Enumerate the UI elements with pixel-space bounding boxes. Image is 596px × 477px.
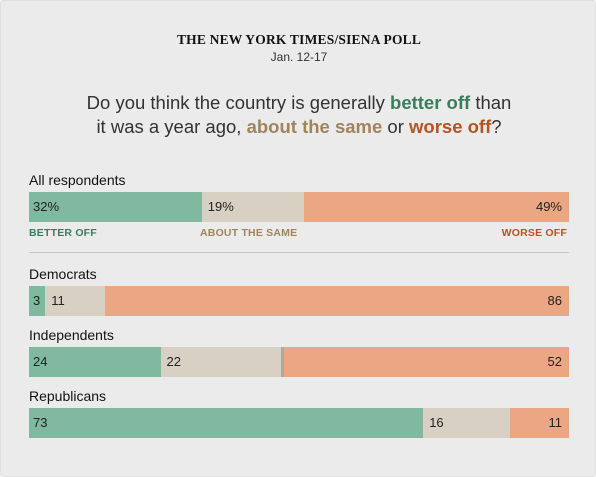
value-label-same: 22 (166, 354, 181, 369)
value-label-better: 73 (33, 415, 48, 430)
group-label: Democrats (29, 266, 97, 282)
question-better-off: better off (390, 92, 471, 113)
value-label-better: 32% (33, 199, 60, 214)
value-label-worse: 86 (547, 293, 562, 308)
bar-segment-same (160, 347, 282, 377)
group-label: All respondents (29, 172, 126, 188)
bar-segment-better (29, 408, 424, 438)
bar-row: 24 22 52 (29, 347, 569, 377)
bar-segment-same (423, 408, 510, 438)
bar-row: 73 16 11 (29, 408, 569, 438)
question-text: ? (491, 116, 502, 137)
question-text: or (382, 116, 410, 137)
legend-better-off: BETTER OFF (29, 227, 97, 239)
bar-segment-worse (509, 408, 569, 438)
bar-segment-better (29, 192, 202, 222)
value-label-better: 3 (33, 293, 41, 308)
legend-worse-off: WORSE OFF (501, 227, 567, 239)
value-label-same: 16 (429, 415, 444, 430)
group-label: Republicans (29, 388, 107, 404)
value-label-same: 11 (51, 293, 65, 308)
group-label: Independents (29, 327, 114, 343)
bar-segment-worse (304, 192, 569, 222)
bar-row: 3 11 86 (29, 286, 569, 316)
legend-about-same: ABOUT THE SAME (200, 227, 298, 239)
poll-question: Do you think the country is generally be… (1, 91, 596, 139)
bar-row: 32% 19% 49% (29, 192, 569, 222)
question-worse-off: worse off (409, 116, 492, 137)
value-label-worse: 49% (535, 199, 562, 214)
bar-segment-worse (284, 347, 569, 377)
bar-segment-better (29, 347, 161, 377)
poll-source: THE NEW YORK TIMES/SIENA POLL (176, 32, 422, 47)
bar-segment-better (29, 286, 46, 316)
question-text: it was a year ago, (96, 116, 247, 137)
bar-segment-worse (104, 286, 569, 316)
bar-segment-same (201, 192, 305, 222)
value-label-worse: 52 (547, 354, 562, 369)
divider (29, 252, 569, 253)
bar-segment-unsure (281, 347, 285, 377)
bar-segment-same (45, 286, 105, 316)
question-text: than (470, 92, 512, 113)
question-text: Do you think the country is generally (86, 92, 391, 113)
value-label-better: 24 (33, 354, 48, 369)
value-label-same: 19% (207, 199, 234, 214)
poll-date: Jan. 12-17 (270, 50, 328, 64)
value-label-worse: 11 (548, 415, 563, 430)
question-about-same: about the same (246, 116, 383, 137)
